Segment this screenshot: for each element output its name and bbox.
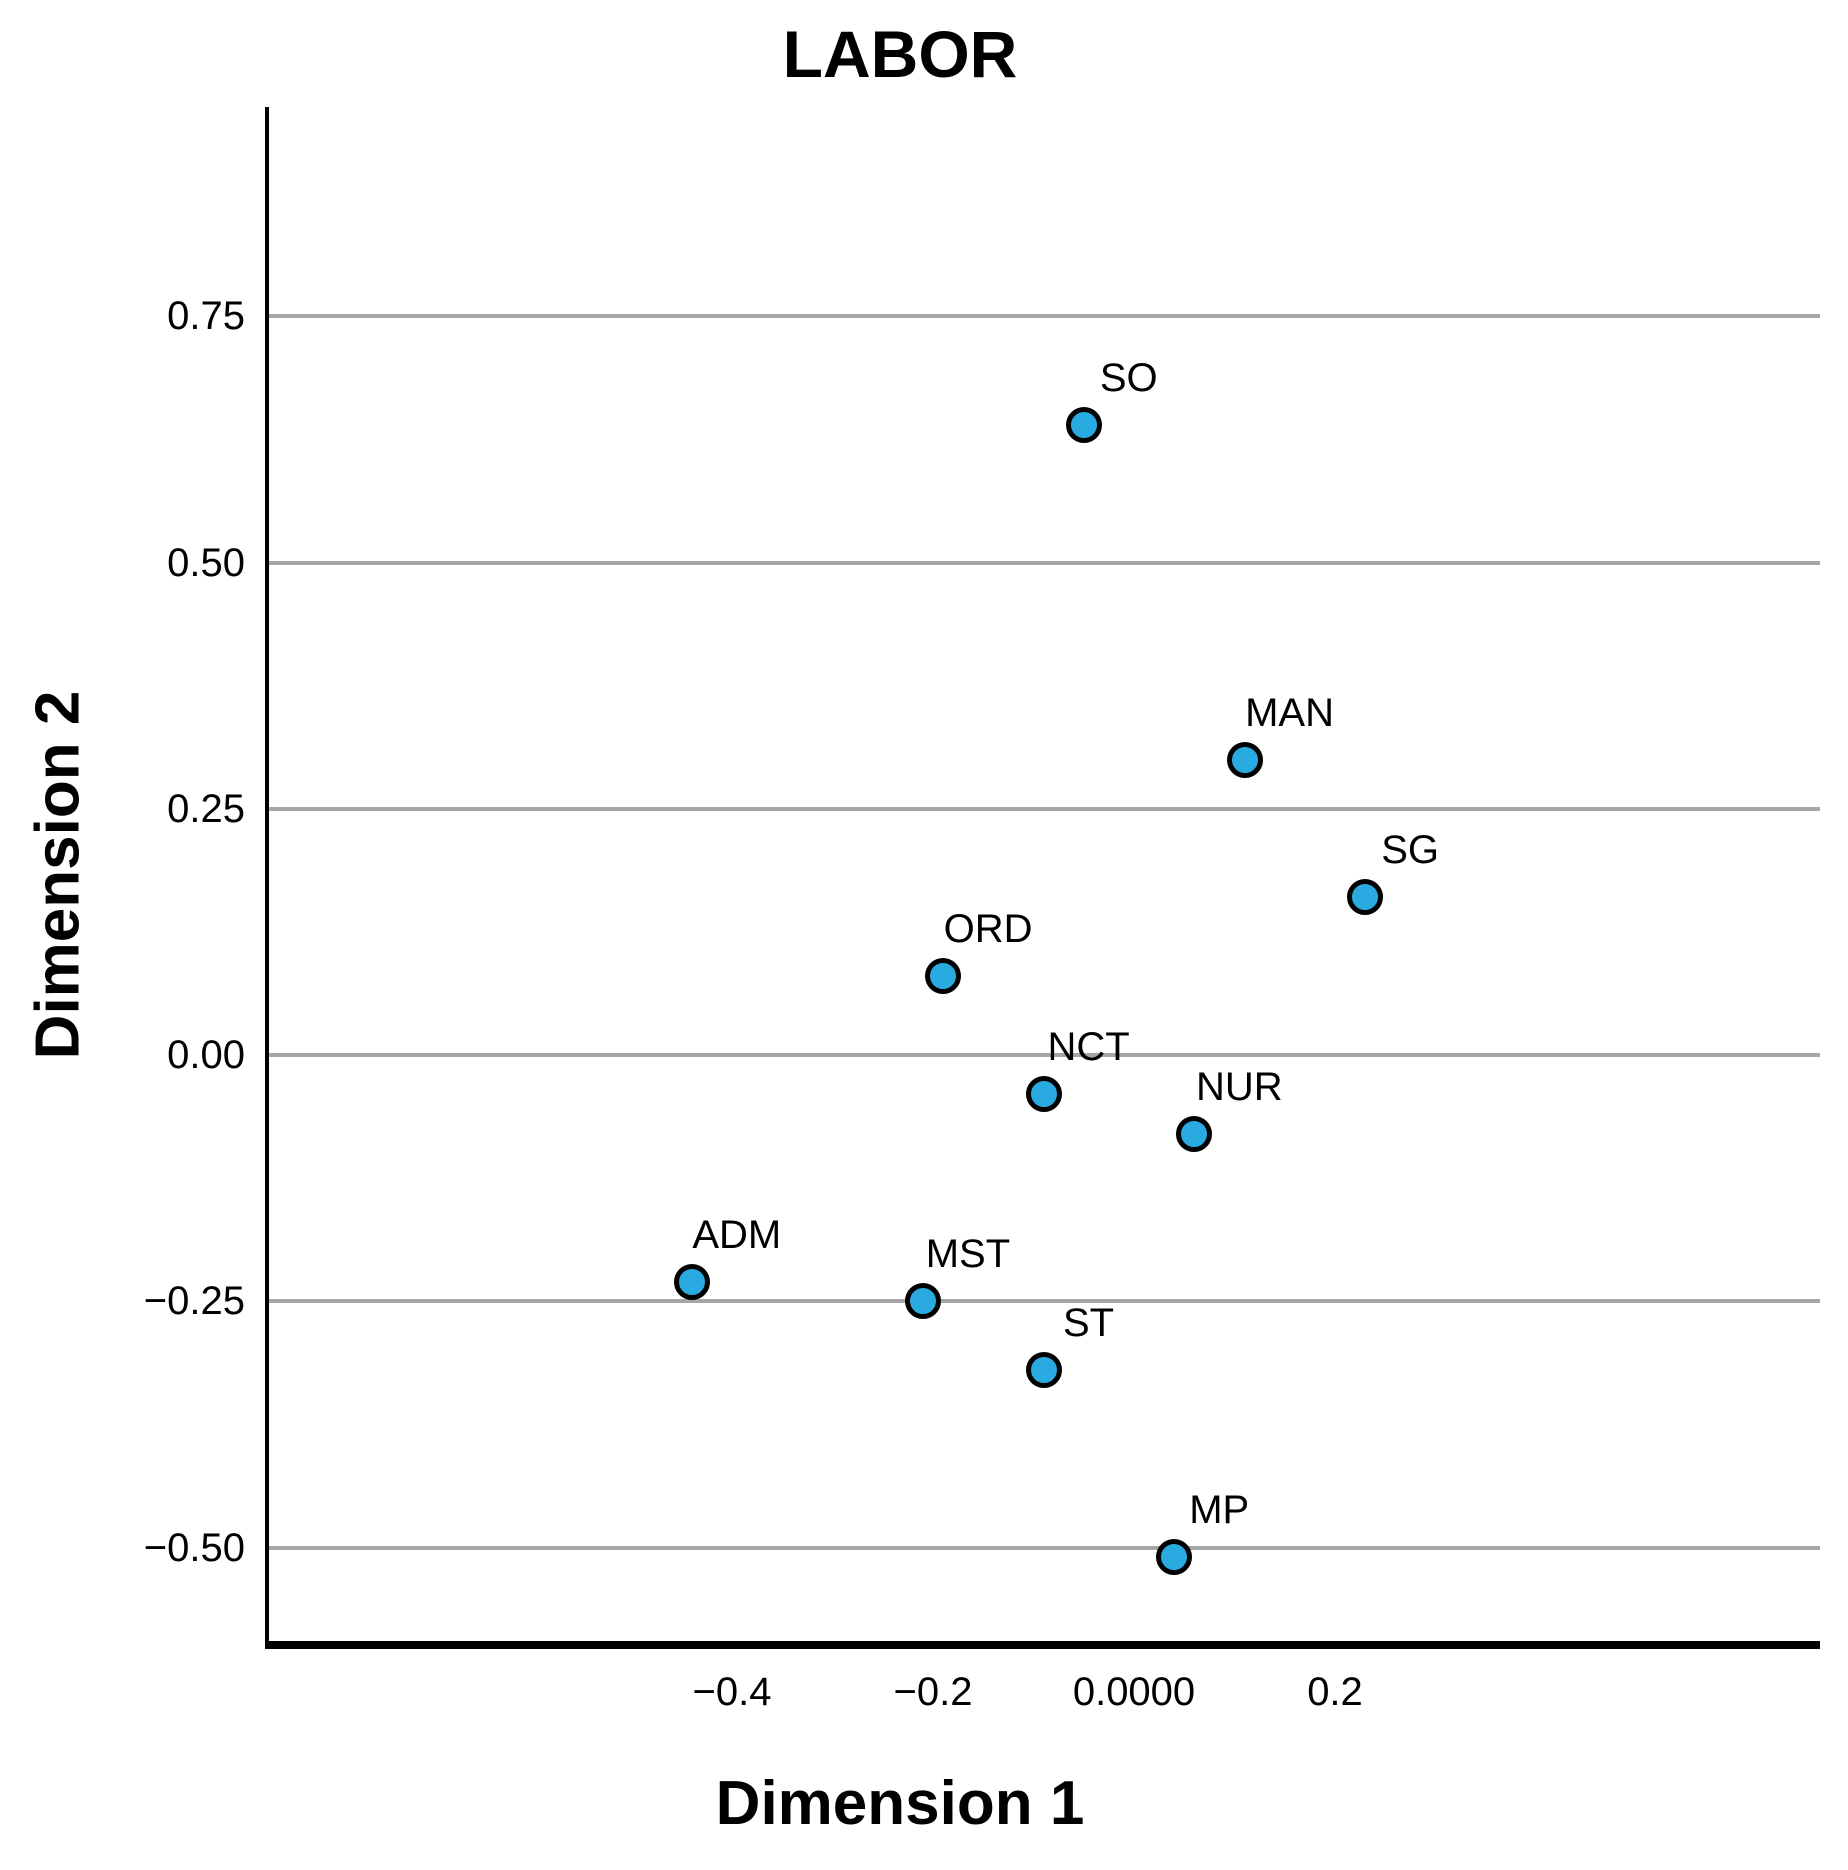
y-tick-label: −0.25 — [143, 1279, 245, 1324]
x-axis-line — [265, 1641, 1820, 1649]
data-point-label-ST: ST — [1062, 1301, 1115, 1346]
y-axis-title: Dimension 2 — [23, 690, 93, 1060]
y-axis-line — [265, 107, 269, 1649]
data-point-dot-MST — [904, 1283, 941, 1320]
x-axis-title: Dimension 1 — [715, 1769, 1085, 1838]
x-tick-label: 0.2 — [1307, 1670, 1363, 1714]
data-point-dot-MP — [1156, 1539, 1193, 1576]
data-point-label-ADM: ADM — [692, 1212, 782, 1257]
gridline — [265, 1299, 1820, 1304]
data-point-label-ORD: ORD — [943, 907, 1033, 952]
data-point-dot-NUR — [1176, 1115, 1213, 1152]
data-point-label-MST: MST — [925, 1232, 1011, 1277]
y-tick-label: 0.50 — [167, 540, 245, 585]
x-tick-label: −0.2 — [893, 1670, 973, 1714]
data-point-dot-ORD — [925, 958, 962, 995]
gridline — [265, 314, 1820, 319]
data-point-dot-NCT — [1025, 1076, 1062, 1113]
data-point-label-MP: MP — [1189, 1488, 1250, 1533]
x-tick-label: 0.0000 — [1072, 1670, 1196, 1714]
y-tick-label: 0.00 — [167, 1033, 245, 1077]
y-tick-label: 0.75 — [167, 294, 245, 339]
y-tick-label: 0.25 — [167, 786, 245, 831]
data-point-dot-ADM — [673, 1263, 710, 1300]
gridline — [265, 560, 1820, 565]
gridline — [265, 1545, 1820, 1550]
x-tick-label: −0.4 — [692, 1670, 772, 1714]
data-point-label-SG: SG — [1381, 828, 1440, 873]
gridline — [265, 1053, 1820, 1057]
data-point-dot-ST — [1025, 1352, 1062, 1389]
data-point-label-NCT: NCT — [1047, 1025, 1130, 1070]
data-point-dot-SG — [1347, 879, 1384, 916]
chart-title: LABOR — [782, 17, 1018, 91]
data-point-label-SO: SO — [1099, 355, 1158, 400]
data-point-label-MAN: MAN — [1245, 690, 1334, 735]
data-point-dot-SO — [1065, 406, 1102, 443]
gridline — [265, 806, 1820, 811]
data-point-dot-MAN — [1226, 741, 1263, 778]
data-point-label-NUR: NUR — [1195, 1064, 1283, 1109]
y-tick-label: −0.50 — [143, 1525, 245, 1570]
